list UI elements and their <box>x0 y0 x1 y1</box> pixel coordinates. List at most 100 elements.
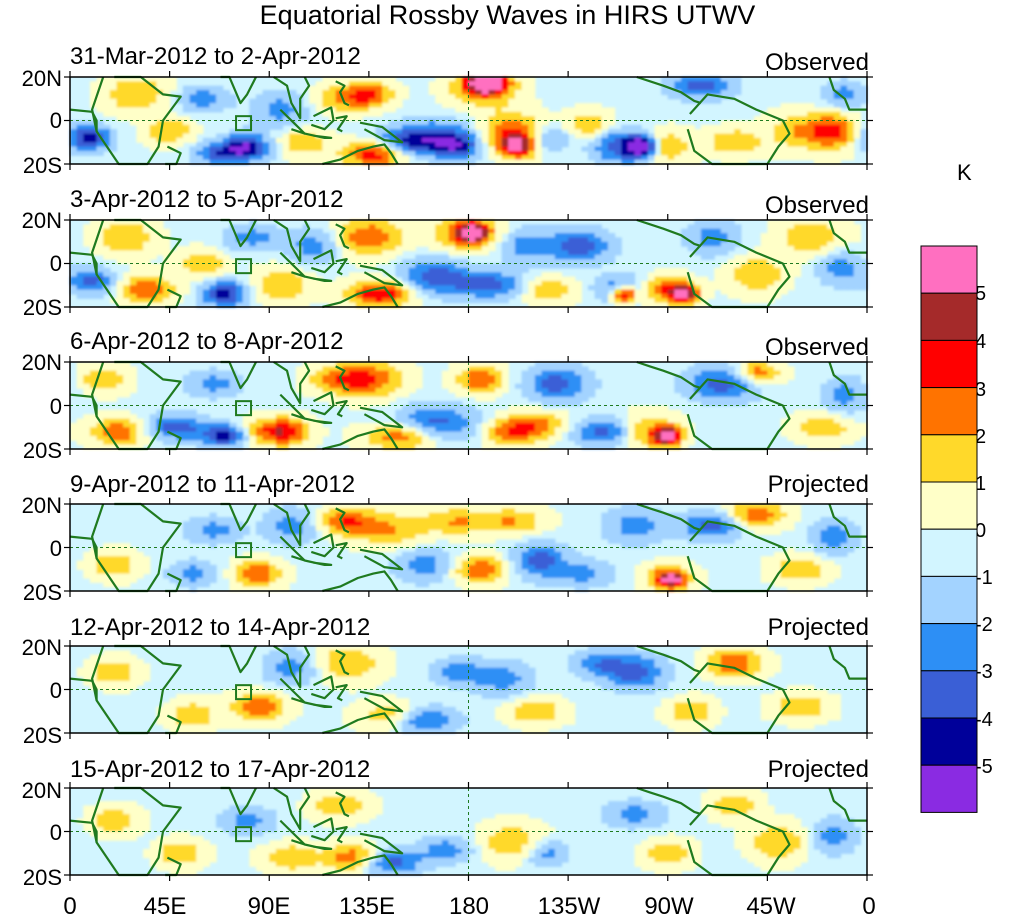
colorbar-tick-neg4: -4 <box>975 709 993 731</box>
anomaly-cell <box>309 366 317 372</box>
anomaly-cell <box>501 120 509 126</box>
anomaly-cell <box>302 150 310 156</box>
anomaly-cell <box>514 94 523 100</box>
anomaly-cell <box>362 250 370 256</box>
anomaly-cell <box>700 85 709 91</box>
anomaly-cell <box>707 155 715 161</box>
anomaly-cell <box>182 133 191 139</box>
anomaly-cell <box>833 120 842 126</box>
anomaly-cell <box>355 90 363 95</box>
anomaly-cell <box>382 293 390 299</box>
anomaly-cell <box>548 254 556 260</box>
anomaly-cell <box>847 98 855 104</box>
anomaly-cell <box>774 379 782 385</box>
anomaly-cell <box>621 280 629 286</box>
anomaly-cell <box>355 362 363 367</box>
anomaly-cell <box>707 401 715 407</box>
anomaly-cell <box>621 124 629 130</box>
anomaly-cell <box>123 431 131 437</box>
anomaly-cell <box>368 150 377 156</box>
anomaly-cell <box>714 370 722 376</box>
anomaly-cell <box>415 233 423 238</box>
anomaly-cell <box>96 293 104 299</box>
anomaly-cell <box>123 90 131 95</box>
anomaly-cell <box>694 250 702 256</box>
anomaly-cell <box>388 90 397 95</box>
anomaly-cell <box>109 246 118 252</box>
panel-2-status: Observed <box>764 192 869 219</box>
anomaly-cell <box>435 155 443 161</box>
anomaly-cell <box>481 129 490 135</box>
anomaly-cell <box>149 124 157 130</box>
anomaly-cell <box>508 90 516 95</box>
panel-2-dates: 3-Apr-2012 to 5-Apr-2012 <box>70 186 344 213</box>
anomaly-cell <box>441 146 450 152</box>
anomaly-cell <box>222 383 230 389</box>
anomaly-cell <box>514 418 523 424</box>
anomaly-cell <box>720 392 729 398</box>
anomaly-cell <box>162 116 171 122</box>
anomaly-cell <box>514 383 523 389</box>
anomaly-cell <box>355 370 363 376</box>
anomaly-cell <box>514 116 523 122</box>
anomaly-cell <box>720 77 729 82</box>
anomaly-cell <box>754 375 762 380</box>
anomaly-cell <box>800 111 808 117</box>
anomaly-cell <box>514 289 523 295</box>
anomaly-cell <box>674 129 682 135</box>
anomaly-cell <box>375 155 383 161</box>
anomaly-cell <box>375 440 383 446</box>
anomaly-cell <box>534 431 543 437</box>
anomaly-cell <box>840 435 848 441</box>
anomaly-cell <box>614 159 622 165</box>
anomaly-cell <box>767 120 775 126</box>
anomaly-cell <box>302 250 310 256</box>
anomaly-cell <box>395 375 403 380</box>
anomaly-cell <box>614 298 622 304</box>
anomaly-cell <box>528 280 536 286</box>
anomaly-cell <box>222 427 230 433</box>
anomaly-cell <box>395 289 403 295</box>
anomaly-cell <box>202 98 211 104</box>
anomaly-cell <box>654 444 662 450</box>
anomaly-cell <box>727 401 735 407</box>
anomaly-cell <box>275 98 284 104</box>
anomaly-cell <box>402 379 410 385</box>
anomaly-cell <box>548 427 556 433</box>
anomaly-cell <box>541 254 549 260</box>
anomaly-cell <box>422 142 430 148</box>
anomaly-cell <box>468 81 476 87</box>
anomaly-cell <box>269 103 277 109</box>
anomaly-cell <box>627 137 636 143</box>
anomaly-cell <box>508 285 516 291</box>
anomaly-cell <box>309 246 317 252</box>
anomaly-cell <box>740 379 749 385</box>
anomaly-cell <box>422 124 430 130</box>
anomaly-cell <box>827 150 835 156</box>
anomaly-cell <box>408 146 416 152</box>
anomaly-cell <box>368 246 377 252</box>
anomaly-cell <box>501 383 509 389</box>
anomaly-cell <box>793 246 802 252</box>
anomaly-cell <box>96 289 104 295</box>
anomaly-cell <box>667 293 675 299</box>
anomaly-cell <box>222 159 230 165</box>
anomaly-cell <box>355 228 363 234</box>
anomaly-cell <box>634 133 642 139</box>
anomaly-cell <box>196 414 204 420</box>
anomaly-cell <box>528 370 536 376</box>
anomaly-cell <box>740 129 749 135</box>
anomaly-cell <box>116 237 124 243</box>
anomaly-cell <box>800 409 808 415</box>
anomaly-cell <box>375 396 383 402</box>
anomaly-cell <box>514 233 523 238</box>
anomaly-cell <box>368 302 377 308</box>
anomaly-cell <box>348 103 357 109</box>
anomaly-cell <box>355 98 363 104</box>
anomaly-cell <box>455 94 463 100</box>
anomaly-cell <box>448 85 456 91</box>
anomaly-cell <box>561 250 569 256</box>
anomaly-cell <box>455 98 463 104</box>
anomaly-cell <box>249 159 257 165</box>
anomaly-cell <box>269 302 277 308</box>
